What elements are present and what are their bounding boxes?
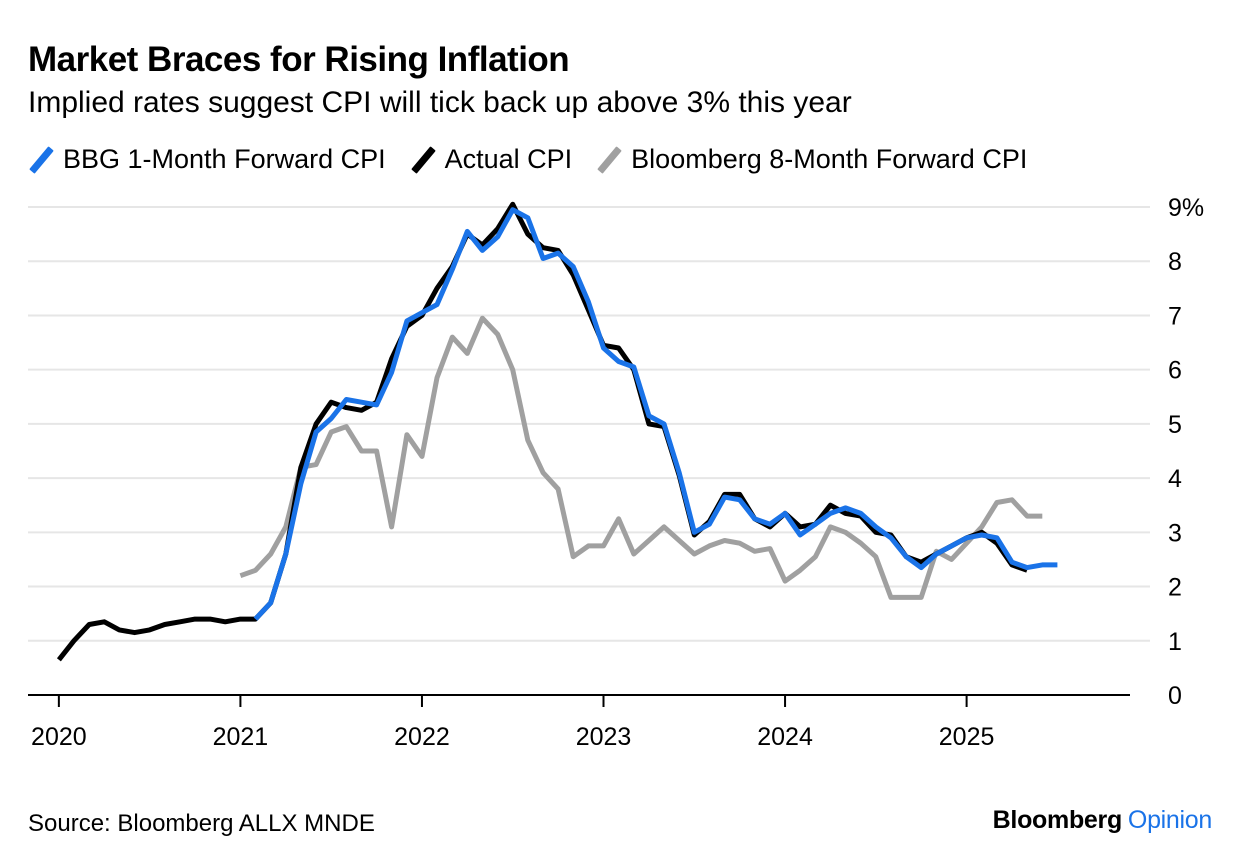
- brand-logo: Bloomberg Opinion: [992, 806, 1213, 835]
- x-tick-label-2024: 2024: [757, 723, 813, 751]
- y-tick-label-0: 0: [1168, 682, 1182, 710]
- legend-label-actual: Actual CPI: [444, 144, 573, 174]
- legend-item-actual: Actual CPI: [410, 144, 573, 175]
- chart-subtitle: Implied rates suggest CPI will tick back…: [28, 86, 852, 119]
- x-tick-label-2025: 2025: [939, 723, 995, 751]
- legend-item-8m-forward: Bloomberg 8-Month Forward CPI: [596, 144, 1027, 175]
- axis-layer: 0 1 2 3 4 5 6 7 8 9% 2020 2021 2022 2023 2024 2025: [28, 194, 1204, 751]
- y-tick-label-8: 8: [1168, 248, 1182, 276]
- legend-label-8m-forward: Bloomberg 8-Month Forward CPI: [631, 144, 1028, 174]
- series-line-1m-forward: [253, 207, 1058, 621]
- x-tick-label-2022: 2022: [394, 723, 450, 751]
- x-tick-label-2021: 2021: [213, 723, 269, 751]
- legend-swatch-actual: [410, 145, 436, 174]
- y-tick-label-2: 2: [1168, 574, 1182, 602]
- line-chart: 0 1 2 3 4 5 6 7 8 9% 2020 2021 2022 2023 2024 2025: [28, 194, 1204, 751]
- y-tick-label-5: 5: [1168, 411, 1182, 439]
- y-tick-label-3: 3: [1168, 519, 1182, 547]
- source-note: Source: Bloomberg ALLX MNDE: [28, 810, 375, 837]
- y-tick-label-7: 7: [1168, 302, 1182, 330]
- legend-swatch-1m-forward: [29, 145, 54, 174]
- brand-suffix: Opinion: [1127, 806, 1212, 834]
- legend-item-1m-forward: BBG 1-Month Forward CPI: [28, 144, 386, 175]
- gridlines: [28, 206, 1150, 642]
- series-line-8m-forward: [239, 315, 1043, 600]
- brand-name: Bloomberg: [992, 806, 1123, 834]
- y-tick-label-6: 6: [1168, 357, 1182, 385]
- legend-swatch-8m-forward: [597, 145, 622, 174]
- y-tick-label-4: 4: [1168, 465, 1182, 493]
- chart-legend: BBG 1-Month Forward CPI Actual CPI Bloom…: [28, 144, 1051, 175]
- y-tick-label-9: 9%: [1168, 194, 1204, 222]
- series-line-actual: [56, 201, 1028, 662]
- chart-title: Market Braces for Rising Inflation: [28, 40, 570, 79]
- x-tick-label-2023: 2023: [576, 723, 632, 751]
- legend-label-1m-forward: BBG 1-Month Forward CPI: [63, 144, 386, 174]
- series-layer: [56, 201, 1058, 662]
- y-tick-label-1: 1: [1168, 628, 1182, 656]
- x-tick-label-2020: 2020: [31, 723, 87, 751]
